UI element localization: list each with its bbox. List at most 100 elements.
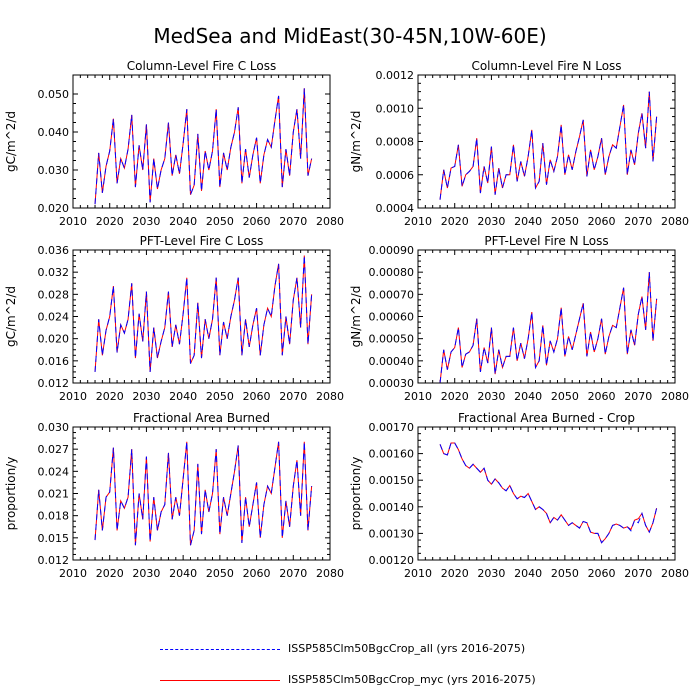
y-tick-label: 0.00050	[369, 333, 415, 346]
x-tick-label: 2030	[477, 215, 505, 228]
y-tick-label: 0.00160	[369, 448, 415, 461]
y-axis-label: gC/m^2/d	[4, 111, 18, 172]
x-tick-label: 2040	[169, 567, 197, 580]
plot-panel-6: 2010 2020 2030 2040 2050 2060 2070 2080 0.00120 0…	[349, 411, 689, 580]
x-tick-label: 2040	[514, 567, 542, 580]
x-tick-label: 2050	[206, 567, 234, 580]
x-tick-label: 2050	[206, 215, 234, 228]
y-tick-label: 0.036	[38, 244, 70, 257]
series-line-all	[439, 272, 658, 384]
y-tick-label: 0.00090	[369, 244, 415, 257]
x-tick-label: 2080	[661, 215, 689, 228]
y-axis-label: gC/m^2/d	[4, 286, 18, 347]
x-tick-label: 2010	[59, 215, 87, 228]
legend-item-myc: ISSP585Clm50BgcCrop_myc (yrs 2016-2075)	[160, 671, 680, 691]
x-tick-label: 2040	[514, 215, 542, 228]
x-tick-label: 2020	[441, 567, 469, 580]
x-tick-label: 2020	[96, 215, 124, 228]
series-line-all	[94, 441, 313, 546]
y-axis-label: gN/m^2/d	[349, 111, 363, 173]
plot-frame	[72, 74, 331, 209]
subplot-title: PFT-Level Fire C Loss	[140, 234, 264, 248]
series-line-all	[94, 255, 313, 372]
x-tick-label: 2080	[316, 215, 344, 228]
y-axis-label: proportion/y	[4, 457, 18, 531]
plot-panel-3: 2010 2020 2030 2040 2050 2060 2070 2080 0.012 0.0…	[4, 234, 344, 403]
y-axis-label: proportion/y	[349, 457, 363, 531]
series-line-all	[439, 91, 658, 200]
y-tick-label: 0.012	[38, 554, 70, 567]
x-tick-label: 2010	[404, 390, 432, 403]
series-line-all	[439, 442, 658, 544]
legend-item-all: ISSP585Clm50BgcCrop_all (yrs 2016-2075)	[160, 640, 680, 660]
y-tick-label: 0.024	[38, 311, 70, 324]
x-tick-label: 2060	[588, 567, 616, 580]
x-tick-label: 2040	[514, 390, 542, 403]
y-tick-label: 0.0012	[376, 69, 415, 82]
x-tick-label: 2050	[551, 567, 579, 580]
x-tick-label: 2040	[169, 215, 197, 228]
x-tick-label: 2050	[551, 215, 579, 228]
y-tick-label: 0.020	[38, 333, 70, 346]
subplot-title: Column-Level Fire N Loss	[471, 59, 621, 73]
x-tick-label: 2070	[279, 567, 307, 580]
x-tick-label: 2070	[279, 215, 307, 228]
y-tick-label: 0.00040	[369, 355, 415, 368]
x-tick-label: 2070	[624, 215, 652, 228]
plot-frame	[417, 249, 676, 384]
legend-swatch-solid	[160, 680, 280, 681]
x-tick-label: 2060	[243, 215, 271, 228]
legend-label-all: ISSP585Clm50BgcCrop_all (yrs 2016-2075)	[288, 642, 526, 655]
x-tick-label: 2010	[59, 567, 87, 580]
x-tick-label: 2040	[169, 390, 197, 403]
y-tick-label: 0.00150	[369, 474, 415, 487]
y-tick-label: 0.00060	[369, 311, 415, 324]
x-tick-label: 2010	[59, 390, 87, 403]
plot-frame	[417, 74, 676, 209]
legend-swatch-dashed	[160, 649, 280, 650]
x-tick-label: 2010	[404, 215, 432, 228]
series-line-myc	[439, 442, 658, 544]
plot-frame	[72, 426, 331, 561]
x-tick-label: 2030	[477, 567, 505, 580]
x-tick-label: 2020	[441, 215, 469, 228]
y-tick-label: 0.00080	[369, 266, 415, 279]
x-tick-label: 2070	[624, 390, 652, 403]
y-tick-label: 0.016	[38, 355, 70, 368]
x-tick-label: 2070	[279, 390, 307, 403]
x-tick-label: 2080	[661, 390, 689, 403]
x-tick-label: 2030	[132, 567, 160, 580]
y-tick-label: 0.0004	[376, 202, 415, 215]
y-tick-label: 0.050	[38, 88, 70, 101]
y-tick-label: 0.00120	[369, 554, 415, 567]
x-tick-label: 2050	[206, 390, 234, 403]
series-line-all	[94, 88, 313, 205]
y-tick-label: 0.00130	[369, 527, 415, 540]
plot-panel-1: 2010 2020 2030 2040 2050 2060 2070 2080 0.020 0.0…	[4, 59, 344, 228]
subplot-title: Fractional Area Burned	[133, 411, 270, 425]
x-tick-label: 2080	[316, 390, 344, 403]
x-tick-label: 2030	[477, 390, 505, 403]
y-tick-label: 0.00070	[369, 288, 415, 301]
subplot-title: PFT-Level Fire N Loss	[484, 234, 608, 248]
y-tick-label: 0.020	[38, 202, 70, 215]
y-tick-label: 0.030	[38, 164, 70, 177]
plot-panel-5: 2010 2020 2030 2040 2050 2060 2070 2080 0.012 0.0…	[4, 411, 344, 580]
x-tick-label: 2030	[132, 215, 160, 228]
x-tick-label: 2020	[96, 390, 124, 403]
y-tick-label: 0.028	[38, 288, 70, 301]
series-line-myc	[94, 441, 313, 546]
y-tick-label: 0.027	[38, 443, 70, 456]
y-tick-label: 0.012	[38, 377, 70, 390]
y-tick-label: 0.0006	[376, 169, 415, 182]
series-line-myc	[439, 91, 658, 200]
plot-frame	[417, 426, 676, 561]
x-tick-label: 2070	[624, 567, 652, 580]
x-tick-label: 2030	[132, 390, 160, 403]
x-tick-label: 2050	[551, 390, 579, 403]
legend: ISSP585Clm50BgcCrop_all (yrs 2016-2075) …	[160, 640, 680, 690]
x-tick-label: 2060	[243, 567, 271, 580]
y-tick-label: 0.00170	[369, 421, 415, 434]
figure-title: MedSea and MidEast(30-45N,10W-60E)	[153, 24, 547, 48]
